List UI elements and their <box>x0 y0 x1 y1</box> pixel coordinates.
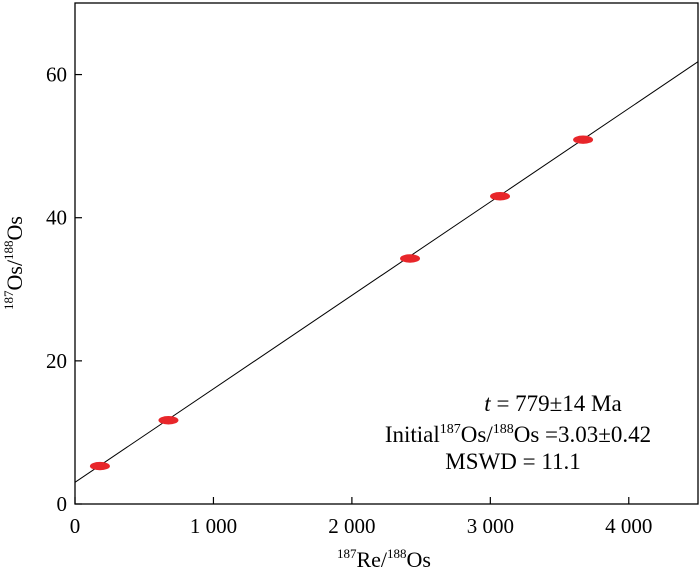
axis-ticks: 0 1 000 2 000 3 000 4 000 0 20 40 60 <box>46 63 652 538</box>
y-tick-label: 0 <box>57 492 68 516</box>
initial-ratio-annotation: Initial187Os/188Os =3.03±0.42 <box>385 422 651 447</box>
x-tick-label: 4 000 <box>605 514 652 538</box>
plot-border <box>74 2 699 505</box>
plot-frame <box>74 2 699 505</box>
data-point <box>573 135 594 144</box>
y-tick-label: 40 <box>46 206 67 230</box>
annotation-block: t = 779±14 Ma Initial187Os/188Os =3.03±0… <box>385 391 651 474</box>
data-point <box>89 461 110 471</box>
y-axis-title: 187Os/188Os <box>1 216 27 310</box>
x-tick-label: 3 000 <box>467 514 514 538</box>
mswd-annotation: MSWD = 11.1 <box>445 449 580 474</box>
data-point <box>400 254 421 263</box>
data-point <box>490 192 511 201</box>
data-points <box>89 135 594 471</box>
x-tick-label: 2 000 <box>328 514 375 538</box>
y-tick-label: 60 <box>46 63 67 87</box>
data-point <box>158 416 179 425</box>
regression-line-group <box>74 61 699 483</box>
regression-line <box>74 61 699 483</box>
y-tick-label: 20 <box>46 349 67 373</box>
x-axis-title: 187Re/188Os <box>337 546 431 572</box>
x-tick-label: 1 000 <box>190 514 237 538</box>
x-tick-label: 0 <box>70 514 81 538</box>
age-annotation: t = 779±14 Ma <box>484 391 621 416</box>
